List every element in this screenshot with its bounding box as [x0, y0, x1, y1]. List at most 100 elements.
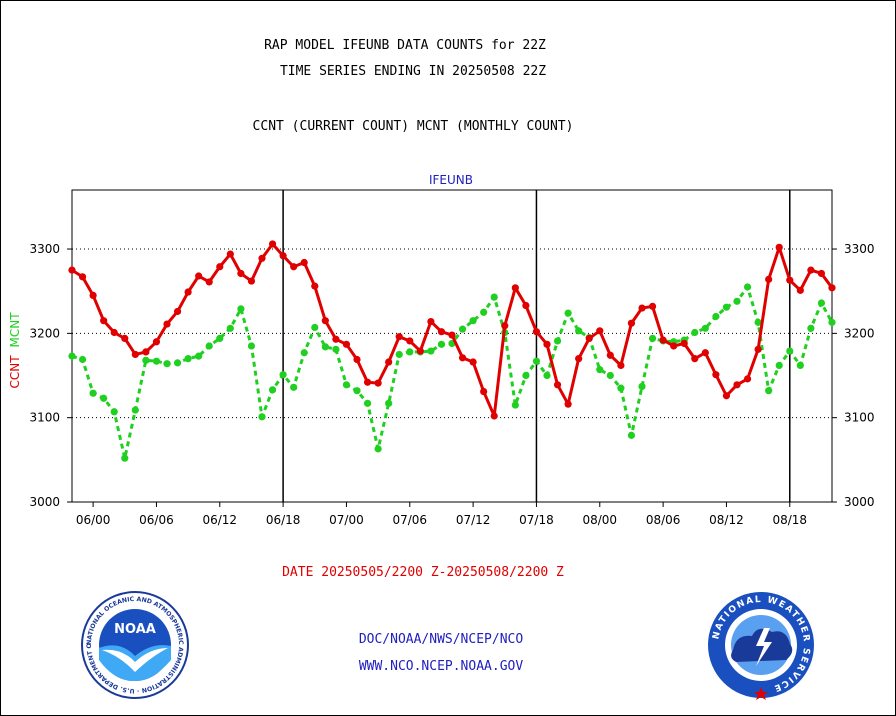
data-point-mcnt: [152, 357, 161, 365]
data-point-ccnt: [480, 387, 488, 396]
data-point-mcnt: [216, 334, 224, 343]
data-point-ccnt: [490, 412, 498, 420]
ylabel-mcnt: MCNT: [8, 312, 22, 348]
data-point-mcnt: [691, 328, 699, 337]
data-point-mcnt: [437, 340, 446, 348]
y-tick-label-right: 3100: [844, 411, 875, 425]
data-point-mcnt: [458, 325, 467, 333]
data-point-mcnt: [765, 387, 773, 395]
data-point-mcnt: [363, 399, 372, 407]
data-point-ccnt: [78, 273, 87, 281]
data-point-mcnt: [648, 334, 657, 343]
series-line-ccnt: [71, 242, 834, 418]
data-point-mcnt: [606, 371, 614, 380]
data-point-ccnt: [363, 378, 372, 386]
data-point-mcnt: [712, 312, 720, 321]
data-point-mcnt: [290, 383, 298, 391]
data-point-ccnt: [522, 301, 530, 310]
org-link[interactable]: DOC/NOAA/NWS/NCEP/NCO: [358, 632, 524, 647]
x-tick-label: 08/18: [772, 513, 807, 527]
x-tick-label: 07/12: [456, 513, 491, 527]
data-point-ccnt: [173, 307, 182, 316]
data-point-ccnt: [163, 320, 171, 328]
x-tick-label: 08/06: [646, 513, 681, 527]
data-point-ccnt: [279, 252, 287, 260]
data-point-ccnt: [817, 269, 826, 278]
data-point-mcnt: [195, 352, 203, 360]
data-point-ccnt: [712, 371, 720, 379]
y-tick-label-left: 3300: [29, 242, 60, 256]
data-point-ccnt: [184, 288, 192, 296]
data-point-ccnt: [237, 269, 245, 278]
data-point-mcnt: [701, 324, 709, 332]
data-point-ccnt: [754, 345, 762, 353]
data-point-ccnt: [564, 400, 572, 408]
data-point-mcnt: [332, 345, 340, 353]
data-point-ccnt: [427, 317, 435, 326]
data-point-ccnt: [110, 328, 118, 337]
data-point-mcnt: [385, 399, 393, 407]
data-point-mcnt: [121, 454, 129, 462]
data-point-mcnt: [511, 401, 519, 409]
chart-title-line2: TIME SERIES ENDING IN 20250508 22Z: [279, 64, 547, 79]
data-point-ccnt: [532, 328, 541, 336]
data-point-ccnt: [311, 282, 319, 290]
y-tick-label-left: 3200: [29, 326, 60, 340]
data-point-mcnt: [722, 303, 731, 311]
data-point-mcnt: [575, 327, 583, 335]
data-point-mcnt: [522, 371, 530, 380]
data-point-mcnt: [617, 384, 625, 392]
data-point-mcnt: [828, 318, 836, 326]
data-point-ccnt: [701, 349, 709, 357]
date-range-label: DATE 20250505/2200 Z-20250508/2200 Z: [282, 565, 564, 580]
data-point-ccnt: [258, 254, 266, 262]
data-point-ccnt: [786, 276, 794, 284]
data-point-mcnt: [205, 342, 213, 350]
data-point-ccnt: [733, 381, 741, 389]
data-point-ccnt: [606, 351, 614, 359]
data-point-mcnt: [68, 352, 76, 360]
data-point-ccnt: [142, 348, 150, 356]
ylabel-ccnt: CCNT: [8, 355, 22, 389]
data-point-mcnt: [163, 360, 171, 368]
x-tick-label: 08/12: [709, 513, 744, 527]
data-point-mcnt: [406, 348, 414, 356]
data-point-mcnt: [543, 371, 551, 380]
data-point-ccnt: [353, 355, 361, 364]
data-point-mcnt: [553, 337, 562, 345]
data-point-ccnt: [121, 334, 129, 343]
data-point-mcnt: [480, 308, 488, 316]
data-point-mcnt: [817, 299, 826, 307]
x-tick-layer: 06/00 06/06 06/12 06/18 07/00 07/06 07/12 07/18…: [76, 502, 807, 527]
y-tick-label-left: 3100: [29, 411, 60, 425]
data-point-mcnt: [743, 283, 752, 291]
data-point-mcnt: [78, 355, 87, 364]
data-point-mcnt: [342, 381, 351, 389]
data-point-ccnt: [796, 286, 804, 294]
data-point-mcnt: [89, 389, 97, 397]
data-point-mcnt: [374, 445, 382, 453]
data-point-ccnt: [680, 339, 688, 348]
data-point-ccnt: [617, 361, 625, 369]
data-point-mcnt: [311, 323, 319, 332]
data-point-ccnt: [807, 266, 815, 274]
data-point-ccnt: [290, 263, 298, 271]
data-point-ccnt: [385, 358, 393, 366]
x-tick-label: 06/06: [139, 513, 174, 527]
data-point-mcnt: [279, 371, 287, 379]
data-point-mcnt: [268, 386, 277, 394]
data-point-mcnt: [110, 408, 118, 416]
data-point-mcnt: [321, 343, 329, 351]
data-point-ccnt: [332, 335, 340, 343]
data-point-ccnt: [765, 275, 773, 283]
data-point-ccnt: [670, 342, 678, 350]
chart-subtitle: CCNT (CURRENT COUNT) MCNT (MONTHLY COUNT…: [252, 119, 574, 134]
data-point-ccnt: [300, 258, 308, 267]
data-point-mcnt: [596, 366, 604, 374]
website-link[interactable]: WWW.NCO.NCEP.NOAA.GOV: [358, 659, 524, 674]
data-point-mcnt: [733, 297, 741, 305]
data-point-mcnt: [638, 382, 646, 391]
noaa-logo: NATIONAL OCEANIC AND ATMOSPHERIC ADMINIS…: [80, 590, 189, 699]
data-point-ccnt: [395, 333, 403, 341]
data-point-mcnt: [469, 317, 477, 325]
